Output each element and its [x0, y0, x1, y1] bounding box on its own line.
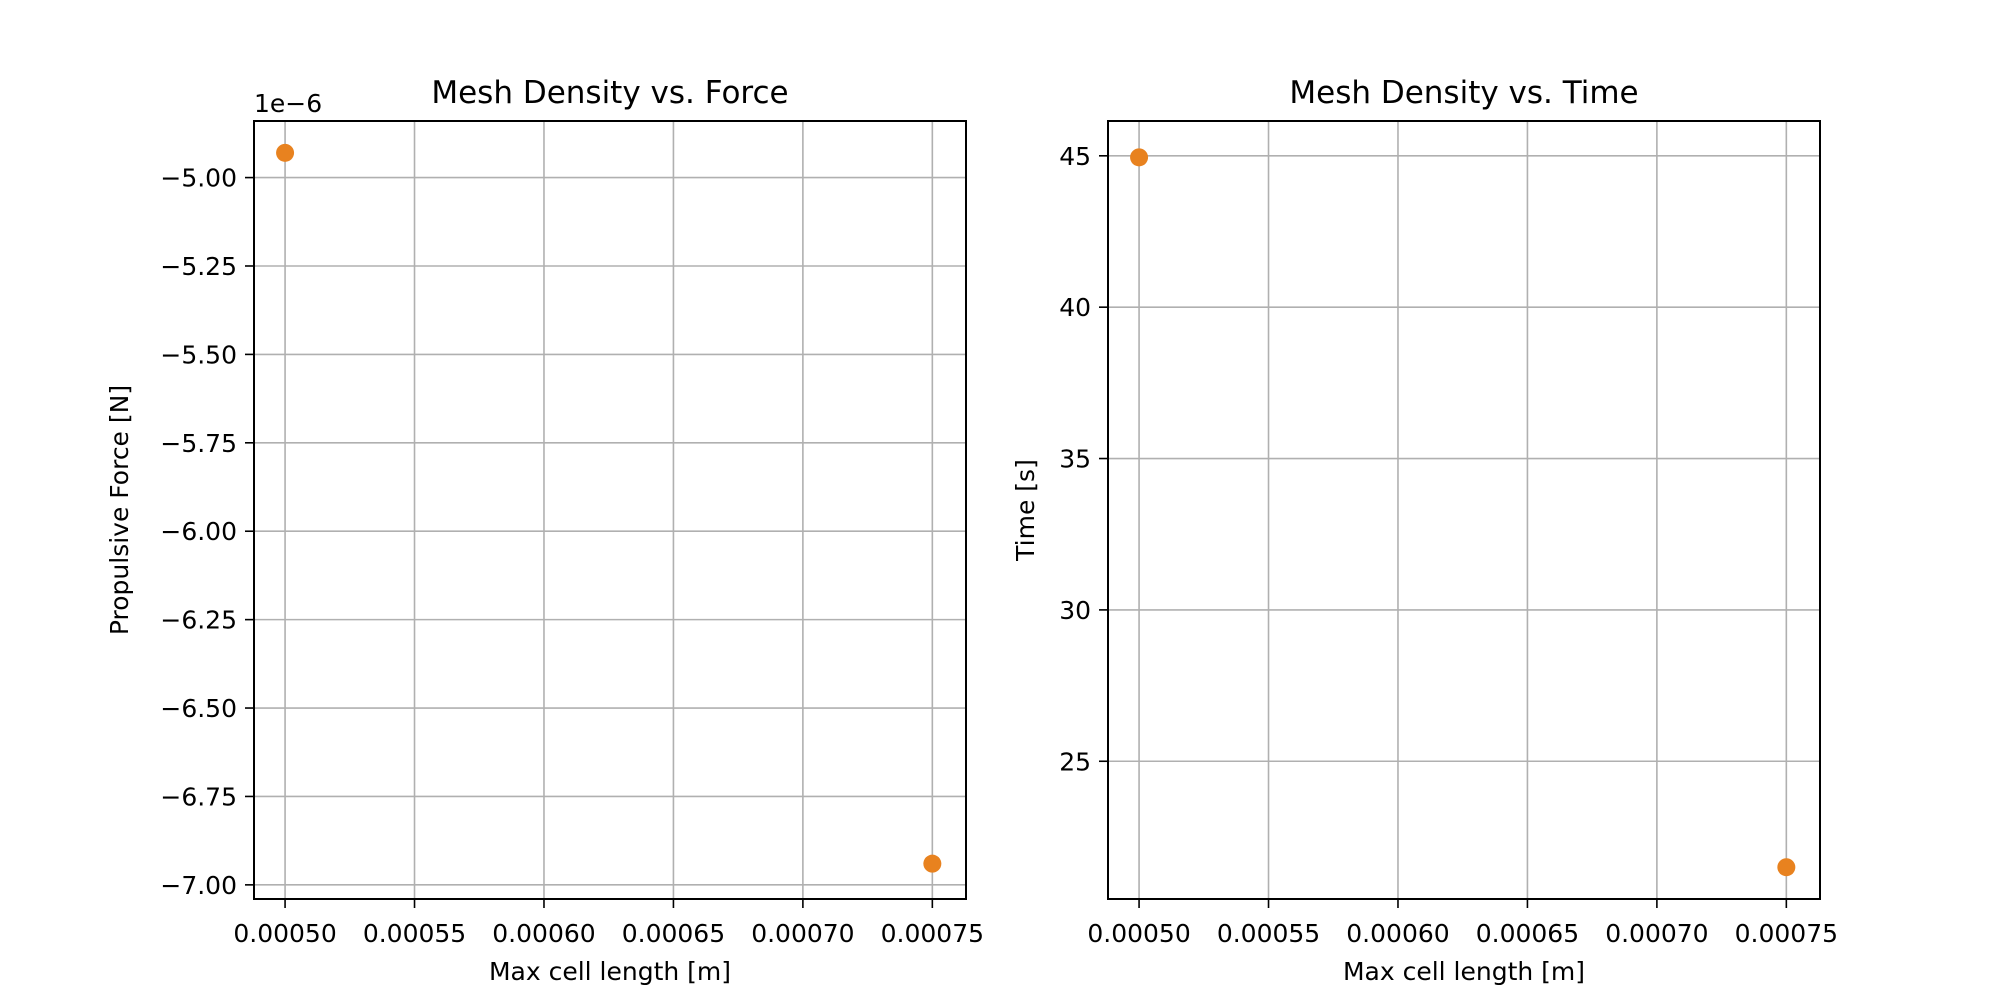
force-subplot: 0.00050 0.00055 0.00060 0.00065 0.00070 0.000…: [105, 75, 984, 986]
force-y-tick-label: −5.75: [160, 429, 237, 458]
force-y-tick-label: −6.00: [160, 517, 237, 546]
force-x-tick-label: 0.00065: [622, 919, 725, 948]
time-y-tick-label: 30: [1059, 596, 1091, 625]
force-x-tick-label: 0.00075: [881, 919, 984, 948]
time-ticks: 0.00050 0.00055 0.00060 0.00065 0.00070 0.000…: [1059, 142, 1838, 948]
force-x-tick-label: 0.00060: [492, 919, 595, 948]
time-y-tick-label: 25: [1059, 747, 1091, 776]
force-x-tick-label: 0.00050: [233, 919, 336, 948]
force-data-point: [276, 143, 295, 162]
time-data-point: [1130, 148, 1149, 167]
time-y-tick-label: 40: [1059, 293, 1091, 322]
force-x-tick-label: 0.00055: [363, 919, 466, 948]
force-data-point: [923, 854, 942, 873]
force-y-tick-label: −5.50: [160, 340, 237, 369]
force-x-axis-label: Max cell length [m]: [489, 957, 731, 986]
force-y-tick-label: −6.25: [160, 606, 237, 635]
time-x-tick-label: 0.00070: [1605, 919, 1708, 948]
time-grid: [1108, 121, 1820, 899]
force-y-offset-label: 1e−6: [254, 89, 322, 118]
force-ticks: 0.00050 0.00055 0.00060 0.00065 0.00070 0.000…: [160, 164, 984, 948]
time-points: [1130, 148, 1796, 877]
time-data-point: [1777, 858, 1796, 877]
force-chart-title: Mesh Density vs. Force: [431, 75, 788, 111]
time-y-tick-label: 35: [1059, 445, 1091, 474]
force-x-tick-label: 0.00070: [751, 919, 854, 948]
force-points: [276, 143, 942, 873]
time-y-tick-label: 45: [1059, 142, 1091, 171]
time-x-tick-label: 0.00065: [1476, 919, 1579, 948]
force-y-axis-label: Propulsive Force [N]: [105, 385, 134, 635]
time-x-tick-label: 0.00075: [1735, 919, 1838, 948]
force-y-tick-label: −6.50: [160, 694, 237, 723]
force-y-tick-label: −5.00: [160, 164, 237, 193]
time-subplot: 0.00050 0.00055 0.00060 0.00065 0.00070 0.000…: [1011, 75, 1838, 986]
force-y-tick-label: −5.25: [160, 252, 237, 281]
time-y-axis-label: Time [s]: [1011, 459, 1040, 562]
time-x-axis-label: Max cell length [m]: [1343, 957, 1585, 986]
force-y-tick-label: −6.75: [160, 782, 237, 811]
time-x-tick-label: 0.00050: [1087, 919, 1190, 948]
time-axes-frame: [1107, 120, 1821, 900]
force-axes-frame: [253, 120, 967, 900]
force-y-tick-label: −7.00: [160, 871, 237, 900]
time-x-tick-label: 0.00055: [1217, 919, 1320, 948]
time-x-tick-label: 0.00060: [1346, 919, 1449, 948]
force-grid: [254, 121, 966, 899]
time-chart-title: Mesh Density vs. Time: [1289, 75, 1638, 111]
